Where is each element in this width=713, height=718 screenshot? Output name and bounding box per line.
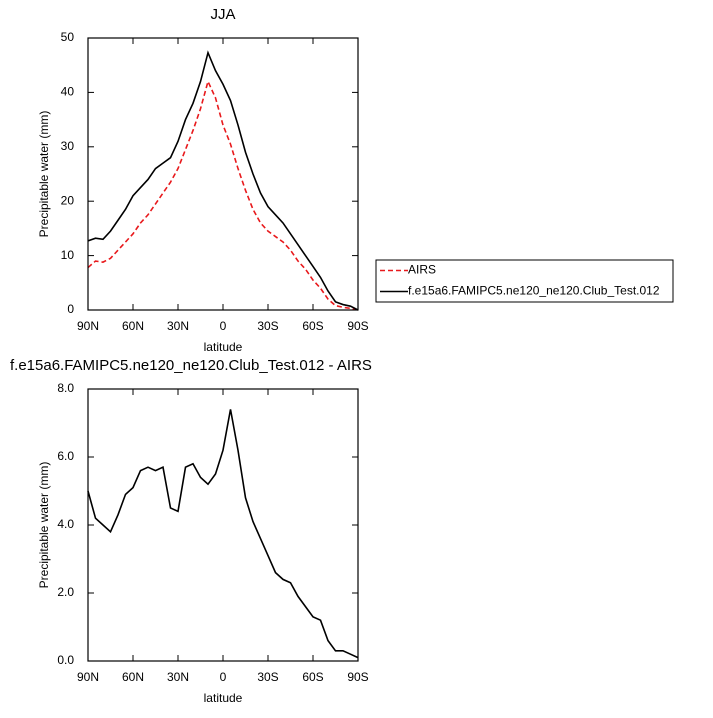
x-tick-label: 30S (257, 319, 278, 333)
x-tick-label: 90S (347, 670, 368, 684)
y-tick-label: 2.0 (57, 585, 74, 599)
x-tick-label: 90N (77, 670, 99, 684)
y-tick-label: 0 (67, 302, 74, 316)
y-tick-label: 30 (61, 139, 75, 153)
data-line (87, 50, 359, 311)
x-tick-label: 90S (347, 319, 368, 333)
chart-title: f.e15a6.FAMIPC5.ne120_ne120.Club_Test.01… (10, 357, 372, 374)
x-tick-label: 90N (77, 319, 99, 333)
x-tick-label: 30S (257, 670, 278, 684)
y-tick-label: 20 (61, 193, 75, 207)
x-tick-label: 30N (167, 670, 189, 684)
x-tick-label: 60N (122, 670, 144, 684)
y-tick-label: 8.0 (57, 381, 74, 395)
y-axis-label: Precipitable water (mm) (37, 111, 51, 238)
x-tick-label: 30N (167, 319, 189, 333)
data-line (87, 79, 359, 311)
x-tick-label: 60N (122, 319, 144, 333)
legend-label: f.e15a6.FAMIPC5.ne120_ne120.Club_Test.01… (408, 284, 660, 298)
plot-frame (87, 37, 359, 311)
x-tick-label: 0 (220, 670, 227, 684)
y-tick-label: 6.0 (57, 449, 74, 463)
legend-box (375, 259, 674, 303)
x-tick-label: 0 (220, 319, 227, 333)
data-line (87, 409, 359, 659)
x-tick-label: 60S (302, 319, 323, 333)
plot-frame (87, 388, 359, 662)
y-tick-label: 4.0 (57, 517, 74, 531)
y-tick-label: 0.0 (57, 653, 74, 667)
x-tick-label: 60S (302, 670, 323, 684)
legend-label: AIRS (408, 263, 436, 277)
x-axis-label: latitude (204, 691, 243, 705)
y-tick-label: 10 (61, 248, 75, 262)
y-axis-label: Precipitable water (mm) (37, 462, 51, 589)
x-axis-label: latitude (204, 340, 243, 354)
chart-title: JJA (210, 6, 235, 23)
y-tick-label: 40 (61, 85, 75, 99)
y-tick-label: 50 (61, 30, 75, 44)
